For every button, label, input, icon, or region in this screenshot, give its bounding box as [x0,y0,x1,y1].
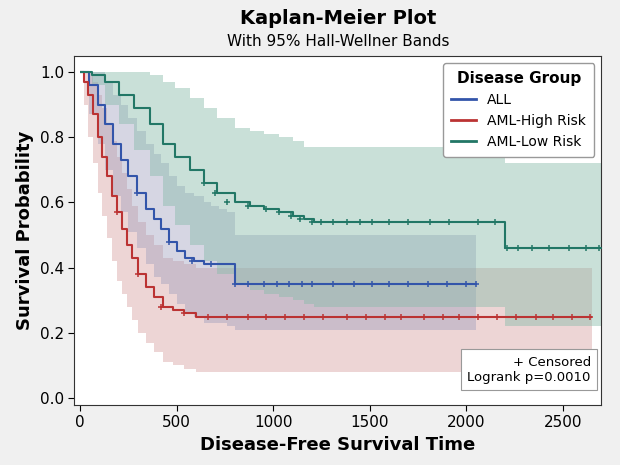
Text: With 95% Hall-Wellner Bands: With 95% Hall-Wellner Bands [227,34,449,49]
Legend: ALL, AML-High Risk, AML-Low Risk: ALL, AML-High Risk, AML-Low Risk [443,63,595,157]
Text: + Censored
Logrank p=0.0010: + Censored Logrank p=0.0010 [467,356,591,384]
X-axis label: Disease-Free Survival Time: Disease-Free Survival Time [200,436,476,453]
Text: Kaplan-Meier Plot: Kaplan-Meier Plot [240,9,436,28]
Y-axis label: Survival Probability: Survival Probability [16,131,34,330]
